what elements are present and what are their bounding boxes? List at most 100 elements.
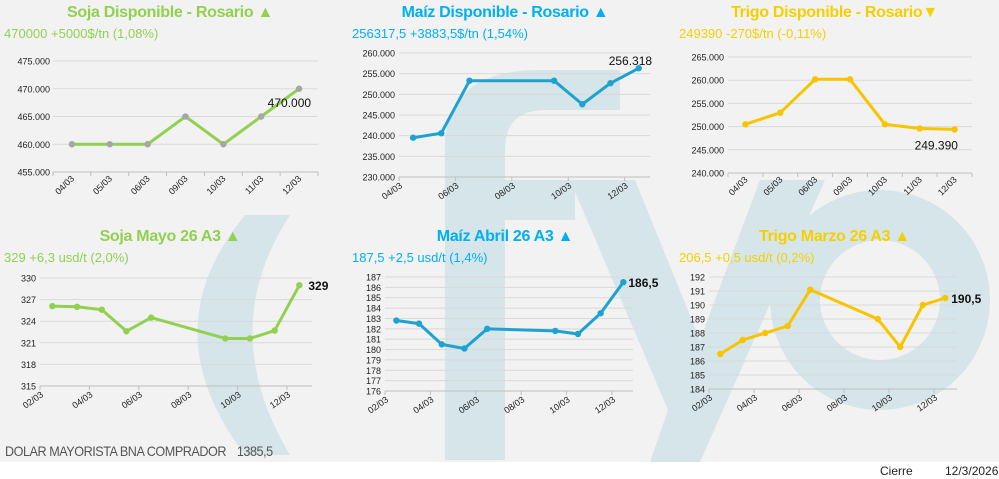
title-maiz-disponible: Maíz Disponible - Rosario ▲: [401, 4, 609, 21]
cierre-date: 12/3/2026: [945, 464, 999, 478]
series-line: [719, 288, 946, 356]
x-tick-label: 12/03: [936, 175, 959, 198]
x-tick-label: 05/03: [91, 174, 114, 197]
title-maiz-abril: Maíz Abril 26 A3 ▲: [436, 228, 574, 245]
y-tick-label: 184: [366, 304, 381, 314]
y-tick-label: 181: [366, 335, 381, 345]
data-point: [811, 76, 819, 83]
last-value-label: 186,5: [628, 276, 658, 290]
data-point: [123, 328, 130, 335]
data-point: [106, 141, 113, 148]
dolar-mayorista: DOLAR MAYORISTA BNA COMPRADOR 1385,5: [5, 443, 273, 459]
x-tick-label: 11/03: [901, 175, 924, 198]
y-tick-label: 324: [21, 317, 36, 327]
y-tick-label: 185: [366, 293, 381, 303]
y-tick-label: 186: [366, 283, 381, 293]
data-point: [846, 76, 854, 83]
data-point: [597, 310, 604, 317]
x-tick-label: 04/03: [53, 174, 76, 197]
y-tick-label: 192: [690, 273, 705, 283]
y-tick-label: 187: [366, 273, 381, 283]
x-tick-label: 10/03: [866, 175, 889, 198]
x-tick-label: 09/03: [831, 175, 854, 198]
data-point: [393, 317, 400, 324]
data-point: [296, 282, 303, 289]
data-point: [807, 286, 814, 293]
x-tick-label: 06/03: [129, 174, 152, 197]
x-tick-label: 06/03: [780, 392, 804, 413]
data-point: [73, 303, 81, 310]
data-point: [483, 325, 491, 333]
y-tick-label: 255.000: [691, 99, 724, 109]
subtitle-maiz-disponible: 256317,5 +3883,5$/tn (1,54%): [352, 26, 529, 41]
y-tick-label: 475.000: [17, 57, 50, 67]
data-point: [635, 65, 642, 72]
y-tick-label: 183: [366, 314, 381, 324]
watermark-f: [445, 70, 620, 460]
data-point: [438, 341, 445, 348]
y-tick-label: 240.000: [362, 131, 395, 141]
x-tick-label: 04/03: [411, 394, 435, 415]
x-tick-label: 10/03: [548, 394, 572, 415]
subtitle-soja-disponible: 470000 +5000$/tn (1,08%): [4, 26, 159, 41]
x-tick-label: 08/03: [502, 394, 526, 415]
data-point: [777, 109, 784, 116]
x-tick-label: 04/03: [735, 392, 759, 413]
y-tick-label: 250.000: [691, 122, 724, 132]
data-point: [620, 278, 627, 286]
chart-0: 455.000 460.000 465.000 470.000 475.000 04/03…: [17, 57, 319, 197]
data-point: [68, 141, 76, 148]
subtitle-trigo-marzo: 206,5 +0,5 usd/t (0,2%): [679, 250, 815, 265]
y-tick-label: 185: [690, 371, 705, 381]
data-point: [550, 77, 558, 84]
y-tick-label: 455.000: [17, 168, 50, 178]
data-point: [222, 335, 229, 342]
y-tick-label: 176: [366, 387, 381, 397]
y-tick-label: 188: [690, 329, 705, 339]
data-point: [916, 125, 923, 132]
data-point: [98, 306, 105, 313]
y-tick-label: 177: [366, 376, 381, 386]
series-line: [396, 281, 625, 351]
watermark-o: [770, 190, 990, 410]
last-value-label: 329: [308, 279, 328, 293]
last-value-label: 190,5: [951, 292, 981, 306]
data-point: [574, 330, 582, 338]
data-point: [607, 79, 614, 87]
x-tick-label: 02/03: [21, 389, 45, 410]
y-tick-label: 180: [366, 345, 381, 355]
y-tick-label: 321: [21, 338, 36, 348]
x-tick-label: 10/03: [549, 180, 573, 201]
y-tick-label: 182: [366, 324, 381, 334]
y-tick-label: 189: [690, 315, 705, 325]
y-tick-label: 191: [690, 287, 705, 297]
y-tick-label: 235.000: [362, 152, 395, 162]
x-tick-label: 06/03: [436, 180, 460, 201]
x-tick-label: 11/03: [243, 174, 266, 197]
data-point: [552, 327, 559, 335]
x-tick-label: 06/03: [120, 389, 144, 410]
data-point: [919, 301, 926, 309]
last-value-label: 249.390: [915, 138, 959, 152]
x-tick-label: 12/03: [268, 389, 292, 410]
y-tick-label: 315: [21, 382, 36, 392]
y-tick-label: 245.000: [691, 145, 724, 155]
x-tick-label: 04/03: [727, 175, 750, 198]
x-tick-label: 12/03: [606, 180, 630, 201]
last-value-label: 256.318: [609, 54, 653, 68]
data-point: [579, 101, 586, 108]
y-tick-label: 240.000: [691, 169, 724, 179]
x-tick-label: 09/03: [167, 174, 190, 197]
x-tick-label: 08/03: [825, 392, 849, 413]
y-tick-label: 327: [21, 295, 36, 305]
data-point: [461, 345, 468, 352]
x-tick-label: 10/03: [205, 174, 228, 197]
title-soja-disponible: Soja Disponible - Rosario ▲: [67, 4, 273, 21]
x-tick-label: 12/03: [593, 394, 617, 415]
data-point: [951, 126, 958, 133]
subtitle-soja-mayo: 329 +6,3 usd/t (2,0%): [4, 250, 129, 265]
y-tick-label: 250.000: [362, 90, 395, 100]
y-tick-label: 460.000: [17, 140, 50, 150]
y-tick-label: 186: [690, 357, 705, 367]
